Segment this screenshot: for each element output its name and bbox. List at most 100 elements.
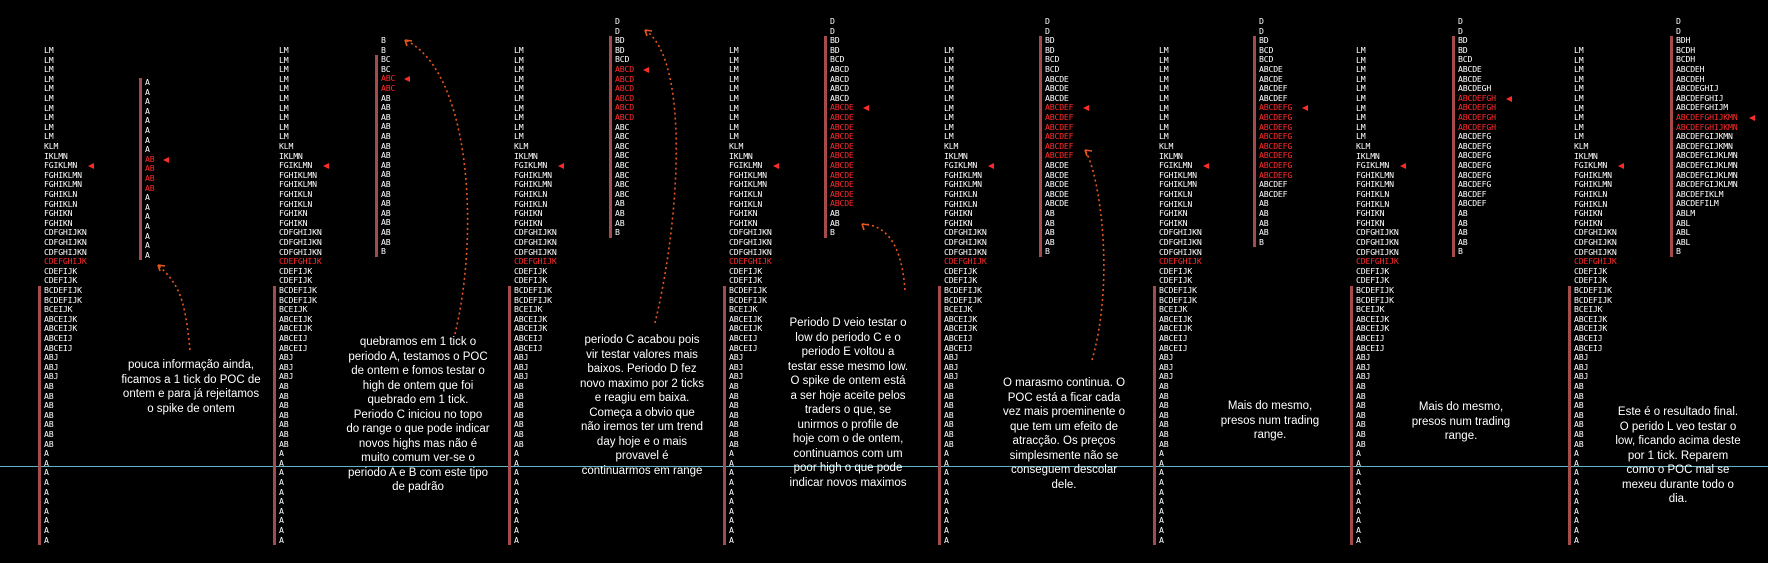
previous-day-profile-row: FGHIKLN	[1574, 198, 1608, 209]
annotation-text: quebramos em 1 tick o periodo A, testamo…	[346, 336, 490, 493]
previous-day-profile-row: AB	[1574, 390, 1584, 401]
previous-day-profile-row: LM	[1159, 102, 1169, 113]
previous-day-profile-row: LM	[729, 83, 739, 94]
previous-day-profile-row: A	[1159, 534, 1164, 545]
previous-day-profile-row: CDEFIJK	[729, 275, 763, 286]
previous-day-profile-row: ABCEIJ	[44, 342, 73, 353]
today-profile-row: A	[145, 240, 150, 251]
today-profile-row: AB	[381, 169, 391, 180]
today-profile-row: BCD	[615, 54, 630, 65]
previous-day-profile-row: A	[1356, 467, 1361, 478]
today-profile-row: A	[145, 86, 150, 97]
today-profile-row: AB	[381, 207, 391, 218]
today-profile-row: AB	[1259, 227, 1269, 238]
previous-day-profile-row: ABJ	[729, 352, 744, 363]
previous-day-profile-row: BCDEFIJK	[1356, 294, 1394, 305]
previous-day-profile-row: LM	[514, 64, 524, 75]
previous-day-profile-row: FGHIKLMN	[729, 179, 767, 190]
previous-day-profile-row: A	[1356, 457, 1361, 468]
previous-day-profile-row: A	[1574, 496, 1579, 507]
previous-day-profile-row: CDEFIJK	[1159, 265, 1193, 276]
previous-day-profile-row: A	[514, 457, 519, 468]
previous-day-profile-row: AB	[44, 400, 54, 411]
previous-day-profile-row: FGHIKLN	[514, 189, 548, 199]
previous-day-profile-row: ABJ	[729, 371, 744, 382]
previous-day-profile-row: IKLMN	[44, 150, 68, 161]
today-profile-row: ABC	[615, 179, 630, 190]
today-profile-row: D	[615, 25, 620, 36]
previous-day-profile-row: FGHIKN	[944, 208, 973, 219]
today-profile-row: BC	[381, 54, 391, 65]
previous-day-profile-row: ABCEIJK	[44, 323, 78, 334]
previous-day-profile-row: AB	[1159, 429, 1169, 439]
annotation-text: Periodo D veio testar o low do periodo C…	[787, 317, 909, 489]
previous-day-profile-row: A	[44, 457, 49, 468]
previous-day-profile-row: AB	[1356, 429, 1366, 439]
previous-day-profile-row: BCEIJK	[44, 304, 73, 315]
today-profile-row: ABCDE	[830, 179, 854, 190]
previous-day-profile-row: CDEFGHIJK	[279, 256, 322, 267]
previous-day-profile-row: BCDEFIJK	[1574, 285, 1612, 295]
previous-day-profile-row: LM	[279, 121, 289, 132]
today-poc-marker	[404, 76, 410, 83]
today-profile-row: D	[615, 16, 620, 26]
today-profile-row: D	[830, 25, 835, 36]
previous-day-profile-row: AB	[1159, 438, 1169, 449]
today-profile-row: ABCDEFG	[1458, 150, 1492, 161]
today-profile-row: BCD	[1259, 44, 1274, 55]
today-profile-row: AB	[145, 153, 155, 164]
previous-day-profile-row: FGHIKLMN	[729, 169, 767, 180]
previous-day-profile-row: LM	[514, 83, 524, 94]
previous-day-profile-row: FGHIKLMN	[1159, 169, 1197, 180]
previous-day-profile-row: FGHIKLN	[944, 198, 978, 209]
today-profile-row: BD	[830, 44, 840, 55]
today-profile-row: ABC	[615, 131, 630, 142]
today-poc-marker	[1083, 105, 1089, 112]
previous-day-profile-row: AB	[729, 381, 739, 391]
today-profile-row: D	[1676, 25, 1681, 36]
previous-day-profile-row: FGHIKN	[1356, 208, 1385, 219]
today-profile-row: ABCD	[615, 102, 634, 113]
previous-day-value-marker	[558, 163, 564, 170]
previous-day-profile-row: LM	[279, 131, 289, 142]
previous-day-profile-row: CDEFIJK	[514, 275, 548, 286]
previous-day-profile-row: LM	[1159, 121, 1169, 132]
today-profile-row: AB	[1458, 208, 1468, 218]
previous-day-initial-balance-bar	[1568, 286, 1571, 546]
today-profile-row: ABC	[615, 169, 630, 180]
today-profile-row: ABCDE	[1259, 73, 1283, 84]
previous-day-profile-row: CDFGHIJKN	[44, 227, 87, 238]
previous-day-profile-row: FGHIKN	[44, 208, 73, 219]
annotation-arrow	[404, 39, 469, 335]
previous-day-profile-row: CDFGHIJKN	[1356, 227, 1399, 238]
previous-day-profile-row: ABCEIJ	[1356, 333, 1385, 343]
today-profile-row: ABCDEFILM	[1676, 198, 1719, 209]
previous-day-profile-row: FGIKLMN	[1159, 160, 1193, 171]
today-profile-row: AB	[1458, 227, 1468, 238]
today-profile-row: AB	[1259, 208, 1269, 218]
previous-day-profile-row: LM	[1574, 54, 1584, 65]
today-profile-row: AB	[1458, 217, 1468, 228]
today-profile-row: B	[1458, 246, 1463, 257]
previous-day-profile-row: AB	[514, 390, 524, 401]
previous-day-profile-row: BCEIJK	[729, 304, 758, 315]
today-profile-row: BCD	[830, 54, 845, 65]
today-profile-row: A	[145, 230, 150, 241]
previous-day-profile-row: FGIKLMN	[1356, 160, 1390, 171]
annotation-text: Mais do mesmo, presos num trading range.	[1220, 400, 1320, 441]
previous-day-profile-row: CDFGHIJKN	[279, 227, 322, 238]
previous-day-profile-row: A	[44, 515, 49, 526]
previous-day-profile-row: A	[279, 515, 284, 526]
previous-day-profile-row: CDEFGHIJK	[514, 256, 557, 267]
previous-day-profile-row: LM	[44, 73, 54, 84]
previous-day-profile-row: FGIKLMN	[279, 160, 313, 171]
previous-day-profile-row: FGHIKLMN	[1574, 179, 1612, 190]
today-profile-row: ABCDE	[830, 131, 854, 142]
today-profile-row: ABCDEF	[1458, 198, 1487, 209]
previous-day-profile-row: CDFGHIJKN	[1356, 246, 1399, 257]
previous-day-profile-row: CDEFGHIJK	[1356, 256, 1399, 267]
today-poc-marker	[643, 67, 649, 73]
previous-day-profile-row: AB	[1574, 419, 1584, 430]
previous-day-profile-row: A	[1159, 477, 1164, 487]
previous-day-profile-row: CDFGHIJKN	[1356, 237, 1399, 247]
